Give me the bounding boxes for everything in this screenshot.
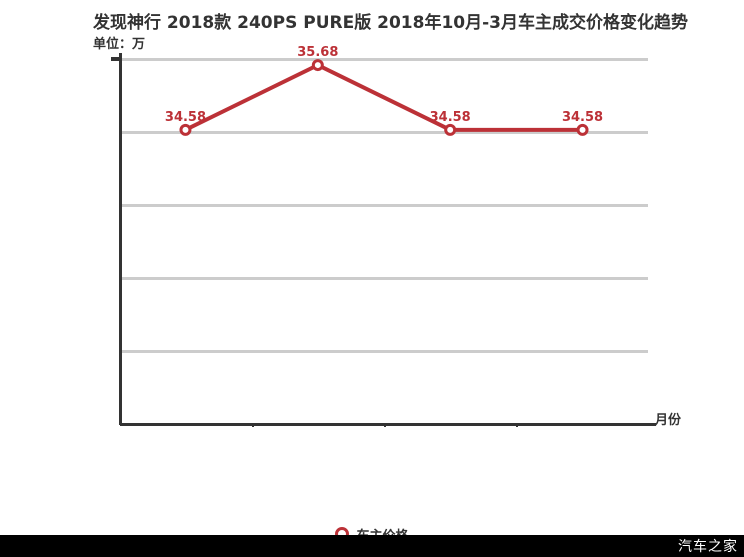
gridline [120,277,648,280]
gridline [120,58,648,61]
gridline [120,131,648,134]
x-axis-tick [251,423,254,427]
data-point-marker [576,123,589,136]
data-point-marker [311,59,324,72]
data-point-label: 34.58 [164,109,207,125]
data-point-marker [179,123,192,136]
watermark-bar: 汽车之家 [0,535,744,557]
gridline [120,204,648,207]
chart-title: 发现神行 2018款 240PS PURE版 2018年10月-3月车主成交价格… [93,13,688,33]
watermark-text: 汽车之家 [678,539,738,555]
gridline [120,350,648,353]
data-point-label: 34.58 [561,109,604,125]
data-point-label: 34.58 [429,109,471,125]
y-axis-top-tick [111,57,120,61]
x-axis-tick [384,423,386,427]
price-line [184,62,583,132]
data-point-label: 35.68 [297,45,339,61]
data-point-marker [444,123,457,136]
x-axis-label: 月份 [655,413,682,428]
x-axis-line [120,423,656,426]
y-axis-line [119,53,122,425]
y-axis-unit-label: 单位：万 [93,37,146,52]
x-axis-tick [516,423,519,427]
